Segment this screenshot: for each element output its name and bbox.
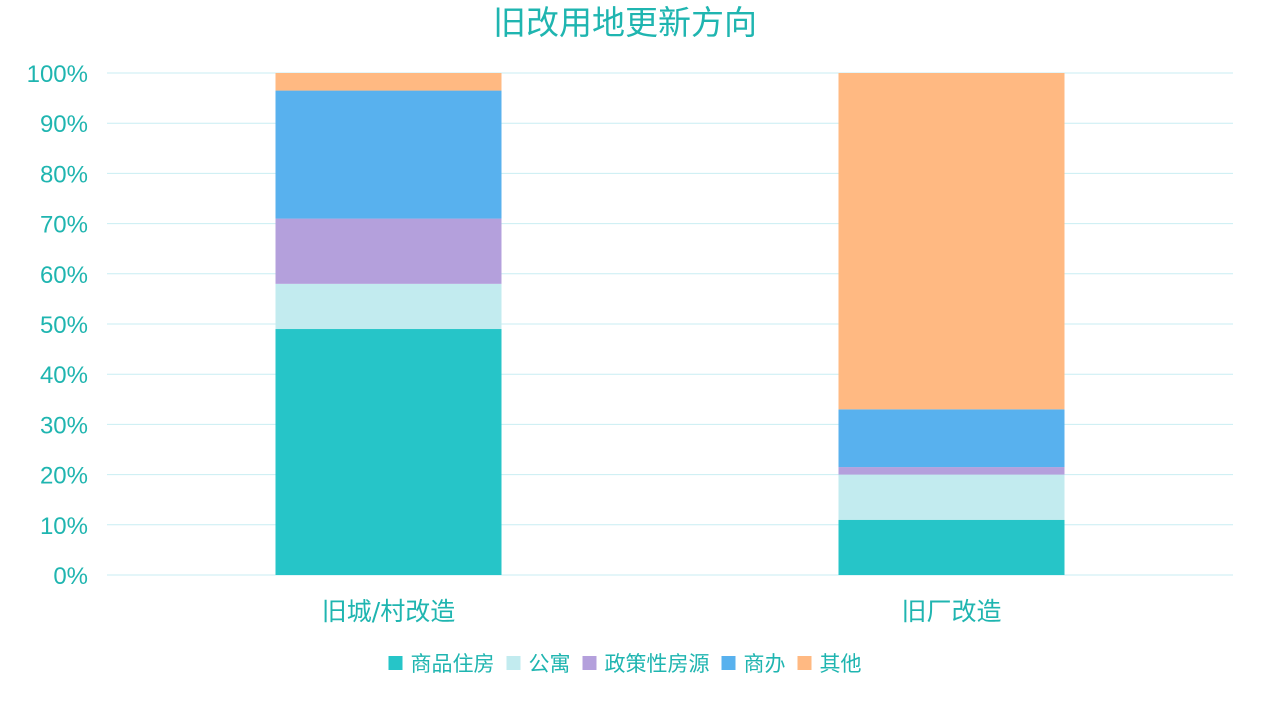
legend-item: 公寓 <box>506 652 571 676</box>
bar-segment <box>275 73 502 91</box>
x-axis-tick-labels: 旧城/村改造 旧厂改造 <box>322 597 1002 626</box>
legend-swatch <box>388 656 403 670</box>
legend-label: 公寓 <box>529 652 571 676</box>
y-tick-label: 40% <box>40 362 88 389</box>
bar-segment <box>275 218 502 284</box>
y-tick-label: 20% <box>40 463 88 490</box>
bar-segment <box>275 90 502 219</box>
x-tick-label: 旧城/村改造 <box>322 597 455 626</box>
bar-segment <box>275 329 502 575</box>
bar-segment <box>838 467 1065 475</box>
y-tick-label: 100% <box>27 61 88 88</box>
bar-segment <box>275 283 502 330</box>
y-tick-label: 30% <box>40 412 88 439</box>
bar-segment <box>838 73 1065 410</box>
legend-item: 其他 <box>797 652 862 676</box>
legend-item: 政策性房源 <box>582 652 710 676</box>
legend-swatch <box>721 656 736 670</box>
legend-item: 商品住房 <box>388 652 495 676</box>
legend-swatch <box>797 656 812 670</box>
bars <box>275 73 1065 575</box>
y-axis-tick-labels: 0% 10% 20% 30% 40% 50% 60% 70% 80% 90% 100% <box>27 61 88 590</box>
legend-swatch <box>582 656 597 670</box>
chart-title: 旧改用地更新方向 <box>493 3 757 42</box>
y-tick-label: 60% <box>40 262 88 289</box>
y-tick-label: 70% <box>40 212 88 239</box>
bar-segment <box>838 409 1065 468</box>
bar-segment <box>838 519 1065 575</box>
legend: 商品住房 公寓 政策性房源 商办 其他 <box>388 652 862 676</box>
legend-item: 商办 <box>721 652 786 676</box>
y-tick-label: 50% <box>40 312 88 339</box>
legend-label: 其他 <box>820 652 862 676</box>
y-tick-label: 80% <box>40 161 88 188</box>
legend-label: 商品住房 <box>411 652 495 676</box>
bar-segment <box>838 474 1065 520</box>
x-tick-label: 旧厂改造 <box>901 597 1001 626</box>
y-tick-label: 90% <box>40 111 88 138</box>
legend-label: 商办 <box>744 652 786 676</box>
y-tick-label: 0% <box>53 563 88 590</box>
y-tick-label: 10% <box>40 513 88 540</box>
legend-label: 政策性房源 <box>605 652 710 676</box>
legend-swatch <box>506 656 521 670</box>
